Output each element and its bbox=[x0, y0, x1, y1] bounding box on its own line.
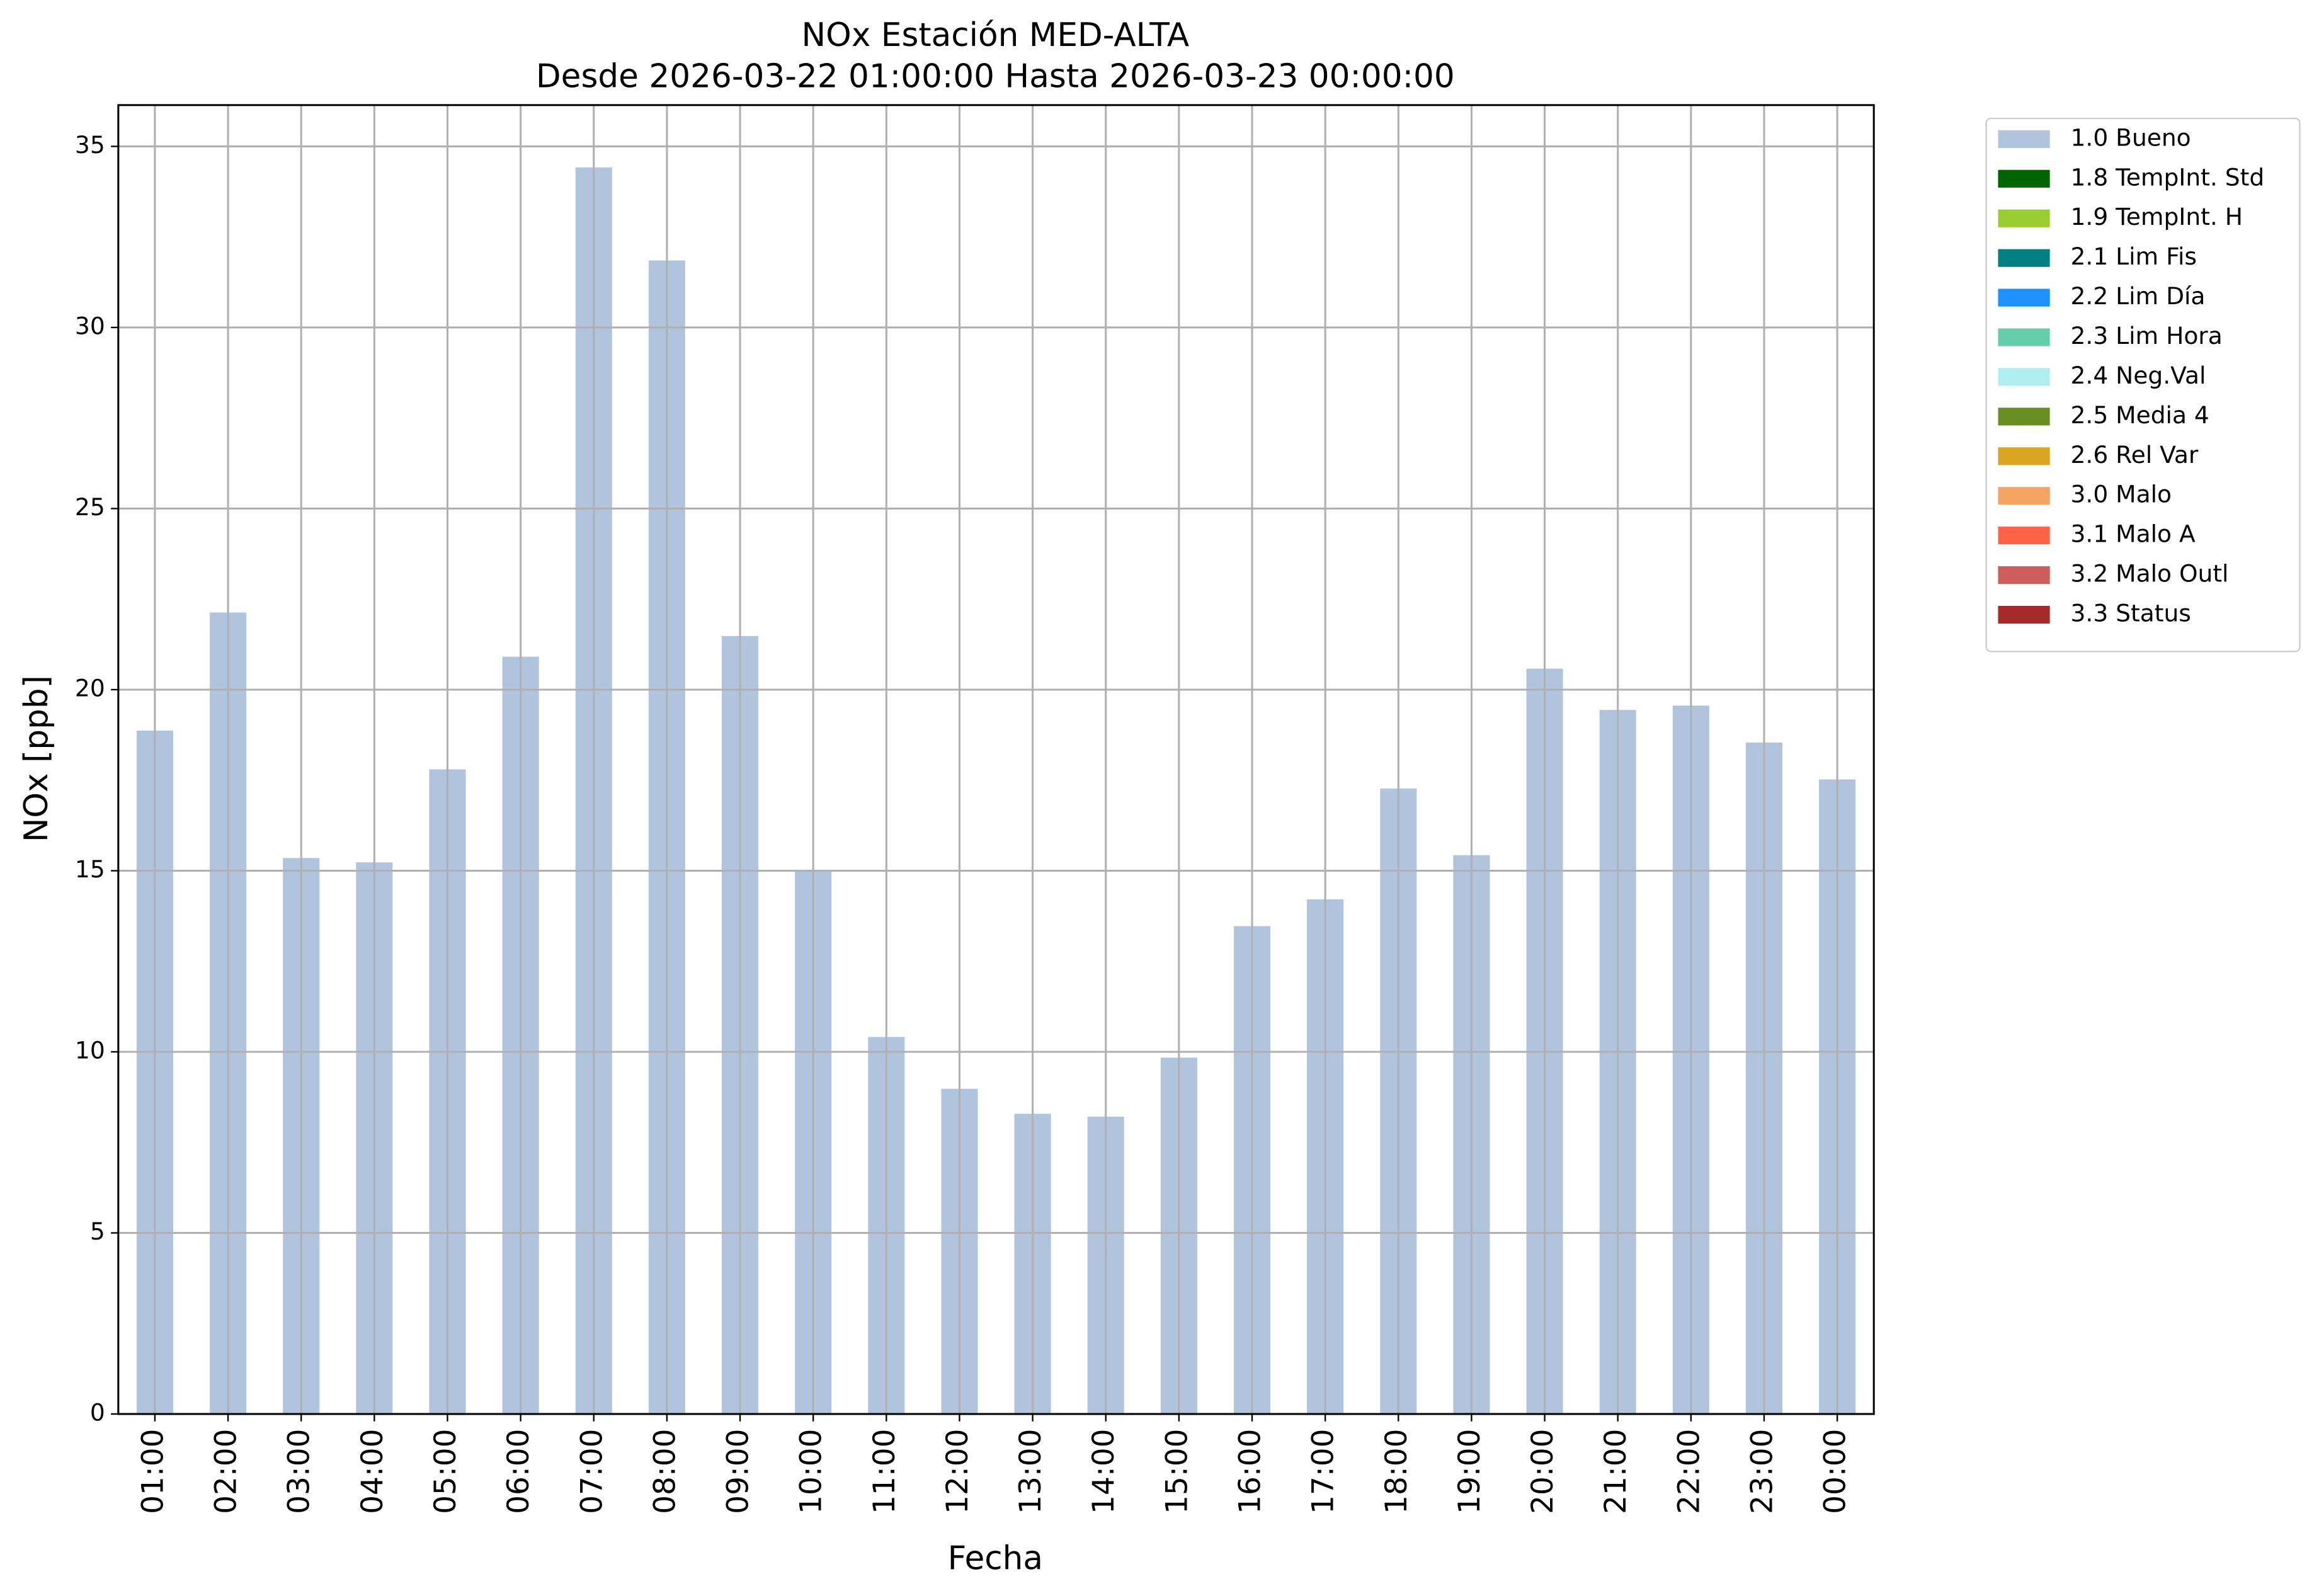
legend-swatch bbox=[1998, 605, 2050, 624]
x-tick-label: 02:00 bbox=[209, 1429, 244, 1514]
x-tick-label: 13:00 bbox=[1013, 1429, 1048, 1514]
x-tick-label: 06:00 bbox=[501, 1429, 536, 1514]
x-tick-label: 22:00 bbox=[1672, 1429, 1706, 1514]
legend-label: 2.2 Lim Día bbox=[2071, 282, 2206, 310]
x-tick-label: 04:00 bbox=[355, 1429, 390, 1514]
x-tick-label: 20:00 bbox=[1525, 1429, 1560, 1514]
legend-label: 2.3 Lim Hora bbox=[2071, 322, 2223, 350]
y-tick-label: 15 bbox=[75, 855, 105, 883]
legend-label: 2.4 Neg.Val bbox=[2071, 362, 2206, 389]
x-tick-label: 15:00 bbox=[1160, 1429, 1194, 1514]
y-tick-label: 10 bbox=[75, 1036, 105, 1064]
legend-swatch bbox=[1998, 169, 2050, 188]
y-tick-label: 35 bbox=[75, 131, 105, 159]
x-tick-label: 12:00 bbox=[940, 1429, 975, 1514]
x-tick-label: 07:00 bbox=[574, 1429, 609, 1514]
legend-label: 2.6 Rel Var bbox=[2071, 441, 2199, 469]
chart-subtitle: Desde 2026-03-22 01:00:00 Hasta 2026-03-… bbox=[536, 58, 1455, 96]
legend-box bbox=[1985, 117, 2301, 653]
x-axis-label: Fecha bbox=[948, 1540, 1043, 1578]
legend-swatch bbox=[1998, 130, 2050, 148]
y-tick-label: 20 bbox=[75, 674, 105, 702]
x-tick-label: 19:00 bbox=[1452, 1429, 1487, 1514]
x-tick-label: 08:00 bbox=[647, 1429, 682, 1514]
legend-label: 1.9 TempInt. H bbox=[2071, 203, 2243, 231]
x-tick-label: 01:00 bbox=[135, 1429, 170, 1514]
legend-swatch bbox=[1998, 487, 2050, 505]
legend-swatch bbox=[1998, 288, 2050, 307]
legend-swatch bbox=[1998, 447, 2050, 465]
chart-title: NOx Estación MED-ALTA bbox=[802, 16, 1190, 54]
y-tick-label: 5 bbox=[90, 1217, 105, 1245]
y-tick-label: 25 bbox=[75, 493, 105, 521]
legend-swatch bbox=[1998, 566, 2050, 584]
y-tick-label: 0 bbox=[90, 1399, 105, 1427]
y-tick-label: 30 bbox=[75, 312, 105, 339]
legend-swatch bbox=[1998, 328, 2050, 346]
legend-label: 3.2 Malo Outl bbox=[2071, 560, 2229, 588]
x-tick-label: 16:00 bbox=[1233, 1429, 1268, 1514]
x-tick-label: 14:00 bbox=[1086, 1429, 1121, 1514]
plot-frame bbox=[117, 104, 1875, 1415]
legend-label: 2.5 Media 4 bbox=[2071, 401, 2209, 429]
x-tick-label: 05:00 bbox=[428, 1429, 463, 1514]
y-axis-label: NOx [ppb] bbox=[18, 675, 55, 842]
x-tick-label: 10:00 bbox=[794, 1429, 829, 1514]
legend-label: 1.0 Bueno bbox=[2071, 123, 2191, 151]
x-tick-label: 00:00 bbox=[1818, 1429, 1853, 1514]
legend-label: 1.8 TempInt. Std bbox=[2071, 163, 2265, 191]
x-tick-label: 18:00 bbox=[1379, 1429, 1414, 1514]
legend-swatch bbox=[1998, 249, 2050, 267]
x-tick-label: 17:00 bbox=[1306, 1429, 1341, 1514]
x-tick-label: 09:00 bbox=[721, 1429, 756, 1514]
x-tick-label: 03:00 bbox=[282, 1429, 317, 1514]
legend-label: 2.1 Lim Fis bbox=[2071, 242, 2197, 270]
legend-swatch bbox=[1998, 209, 2050, 227]
legend-label: 3.0 Malo bbox=[2071, 481, 2172, 508]
x-tick-label: 23:00 bbox=[1745, 1429, 1779, 1514]
x-tick-label: 21:00 bbox=[1598, 1429, 1633, 1514]
x-tick-label: 11:00 bbox=[867, 1429, 902, 1514]
legend-label: 3.1 Malo A bbox=[2071, 520, 2196, 548]
legend-swatch bbox=[1998, 368, 2050, 386]
legend-swatch bbox=[1998, 408, 2050, 426]
legend-swatch bbox=[1998, 527, 2050, 545]
legend-label: 3.3 Status bbox=[2071, 600, 2191, 627]
